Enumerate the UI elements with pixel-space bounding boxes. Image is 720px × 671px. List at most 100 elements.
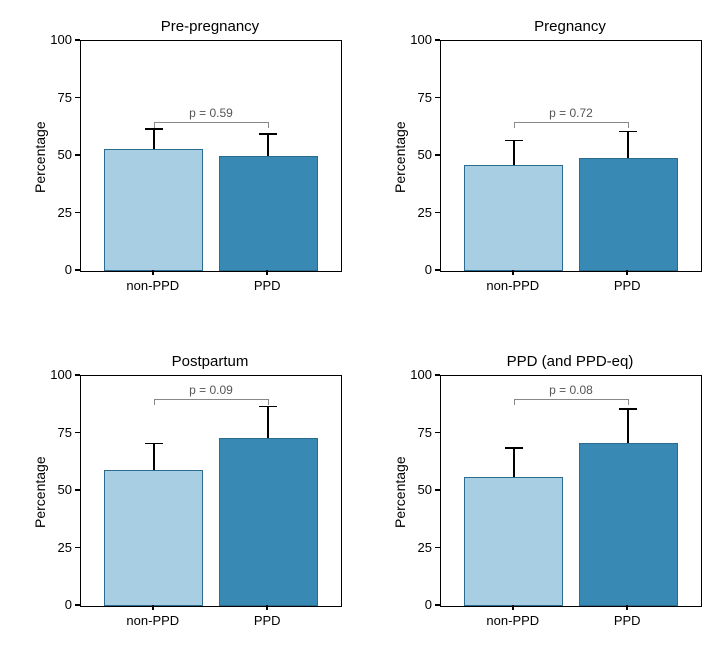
error-cap xyxy=(505,140,523,142)
bar xyxy=(104,149,203,271)
panel-title: Pre-pregnancy xyxy=(80,18,340,35)
error-cap xyxy=(145,128,163,130)
y-tick-label: 75 xyxy=(10,425,72,440)
error-cap xyxy=(619,408,637,410)
x-tick xyxy=(152,270,154,275)
y-tick-label: 25 xyxy=(10,540,72,555)
bar xyxy=(464,477,563,606)
y-tick-label: 25 xyxy=(370,540,432,555)
panel: Pre-pregnancyPercentagep = 0.59025507510… xyxy=(10,10,360,330)
y-tick xyxy=(75,489,80,491)
p-value-label: p = 0.59 xyxy=(189,106,233,120)
plot-area: p = 0.59 xyxy=(80,40,342,272)
y-tick xyxy=(435,154,440,156)
x-tick-label: PPD xyxy=(614,278,641,293)
significance-bracket-end xyxy=(154,122,155,128)
x-tick xyxy=(626,270,628,275)
y-tick xyxy=(75,547,80,549)
y-tick-label: 100 xyxy=(370,367,432,382)
x-tick-label: non-PPD xyxy=(486,613,539,628)
error-bar xyxy=(153,128,155,149)
y-tick xyxy=(75,212,80,214)
y-tick-label: 50 xyxy=(10,147,72,162)
y-tick-label: 0 xyxy=(370,262,432,277)
y-tick-label: 75 xyxy=(370,90,432,105)
p-value-label: p = 0.08 xyxy=(549,383,593,397)
y-tick xyxy=(75,39,80,41)
x-tick xyxy=(512,605,514,610)
x-tick-label: PPD xyxy=(614,613,641,628)
error-cap xyxy=(505,447,523,449)
y-tick-label: 0 xyxy=(370,597,432,612)
plot-area: p = 0.72 xyxy=(440,40,702,272)
y-tick xyxy=(435,489,440,491)
significance-bracket xyxy=(154,399,268,400)
bar xyxy=(464,165,563,271)
error-cap xyxy=(619,131,637,133)
x-tick-label: PPD xyxy=(254,613,281,628)
panel: PPD (and PPD-eq)Percentagep = 0.08025507… xyxy=(370,345,720,665)
error-cap xyxy=(145,443,163,445)
significance-bracket xyxy=(154,122,268,123)
y-tick xyxy=(435,547,440,549)
y-tick xyxy=(75,374,80,376)
y-tick xyxy=(75,604,80,606)
y-tick xyxy=(435,374,440,376)
bar xyxy=(219,438,318,606)
error-bar xyxy=(267,406,269,438)
y-tick-label: 0 xyxy=(10,597,72,612)
significance-bracket-end xyxy=(268,399,269,405)
x-tick xyxy=(152,605,154,610)
significance-bracket-end xyxy=(628,122,629,128)
y-tick-label: 0 xyxy=(10,262,72,277)
y-tick xyxy=(75,269,80,271)
y-tick xyxy=(75,154,80,156)
panel-title: Postpartum xyxy=(80,353,340,370)
y-tick xyxy=(435,97,440,99)
error-bar xyxy=(267,133,269,156)
error-bar xyxy=(627,408,629,443)
bar xyxy=(579,158,678,271)
y-tick xyxy=(75,432,80,434)
plot-area: p = 0.09 xyxy=(80,375,342,607)
y-tick-label: 75 xyxy=(370,425,432,440)
figure: Pre-pregnancyPercentagep = 0.59025507510… xyxy=(0,0,720,671)
error-bar xyxy=(627,131,629,159)
x-tick-label: non-PPD xyxy=(486,278,539,293)
plot-area: p = 0.08 xyxy=(440,375,702,607)
significance-bracket xyxy=(514,399,628,400)
significance-bracket-end xyxy=(268,122,269,128)
panel-title: Pregnancy xyxy=(440,18,700,35)
y-tick-label: 100 xyxy=(10,32,72,47)
y-tick xyxy=(75,97,80,99)
error-bar xyxy=(153,443,155,471)
x-tick xyxy=(266,270,268,275)
y-tick-label: 25 xyxy=(370,205,432,220)
y-tick xyxy=(435,604,440,606)
y-tick-label: 50 xyxy=(370,147,432,162)
error-bar xyxy=(513,447,515,477)
significance-bracket-end xyxy=(514,399,515,405)
x-tick xyxy=(626,605,628,610)
error-cap xyxy=(259,406,277,408)
y-tick xyxy=(435,269,440,271)
x-tick-label: PPD xyxy=(254,278,281,293)
y-tick-label: 75 xyxy=(10,90,72,105)
p-value-label: p = 0.09 xyxy=(189,383,233,397)
significance-bracket xyxy=(514,122,628,123)
panel: PregnancyPercentagep = 0.720255075100non… xyxy=(370,10,720,330)
error-bar xyxy=(513,140,515,165)
y-tick-label: 25 xyxy=(10,205,72,220)
bar xyxy=(579,443,678,606)
significance-bracket-end xyxy=(154,399,155,405)
panel-title: PPD (and PPD-eq) xyxy=(440,353,700,370)
x-tick xyxy=(512,270,514,275)
y-tick xyxy=(435,212,440,214)
y-tick xyxy=(435,432,440,434)
x-tick-label: non-PPD xyxy=(126,278,179,293)
bar xyxy=(219,156,318,271)
error-cap xyxy=(259,133,277,135)
y-tick-label: 50 xyxy=(10,482,72,497)
significance-bracket-end xyxy=(514,122,515,128)
p-value-label: p = 0.72 xyxy=(549,106,593,120)
